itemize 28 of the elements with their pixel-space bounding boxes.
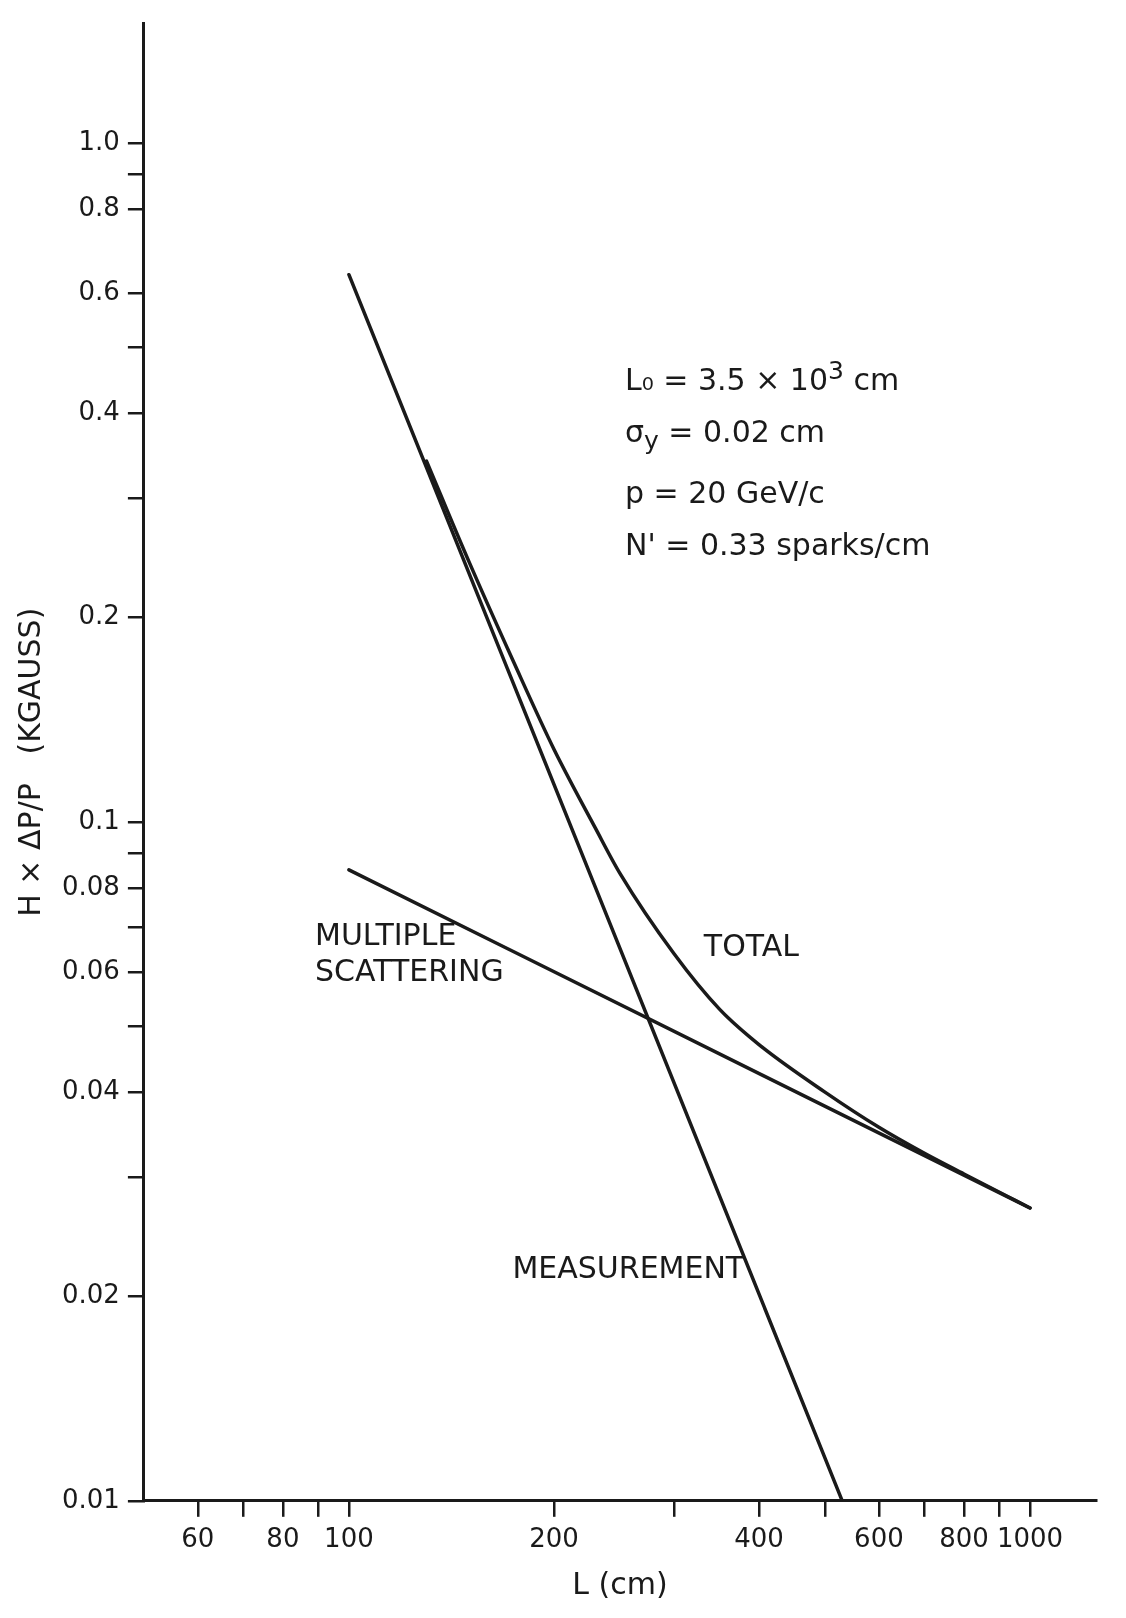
y-axis-title: H × ΔP/P (KGAUSS) — [11, 607, 47, 917]
y-tick-label: 0.06 — [62, 955, 120, 986]
annotation: σ$_{y}$ = 0.02 cm — [625, 413, 827, 457]
y-tick-label: 0.02 — [62, 1279, 120, 1310]
y-tick-label: 0.1 — [78, 804, 120, 835]
x-tick-label: 1000 — [996, 1523, 1064, 1554]
y-tick-label: 1.0 — [78, 125, 120, 156]
x-axis-title: L (cm) — [572, 1565, 668, 1601]
y-tick-label: 0.2 — [78, 600, 120, 631]
series-label: MEASUREMENT — [512, 1249, 745, 1285]
annotation: N' = 0.33 sparks/cm — [625, 526, 931, 564]
y-tick-label: 0.04 — [62, 1074, 120, 1105]
y-tick-label: 0.4 — [78, 396, 120, 427]
x-tick-label: 60 — [181, 1523, 215, 1554]
x-tick-label: 800 — [939, 1523, 989, 1554]
x-tick-label: 200 — [529, 1523, 579, 1554]
x-tick-label: 600 — [854, 1523, 904, 1554]
x-tick-label: 80 — [266, 1523, 300, 1554]
y-tick-label: 0.8 — [78, 191, 120, 222]
series-label: MULTIPLE SCATTERING — [315, 916, 504, 988]
series-label: TOTAL — [702, 928, 800, 964]
annotation: L₀ = 3.5 × 10$^{3}$ cm — [625, 355, 901, 399]
y-tick-label: 0.6 — [78, 276, 120, 307]
annotation: p = 20 GeV/c — [625, 474, 826, 512]
x-tick-label: 400 — [734, 1523, 784, 1554]
y-tick-label: 0.08 — [62, 870, 120, 901]
y-tick-label: 0.01 — [62, 1483, 120, 1514]
x-tick-label: 100 — [324, 1523, 374, 1554]
